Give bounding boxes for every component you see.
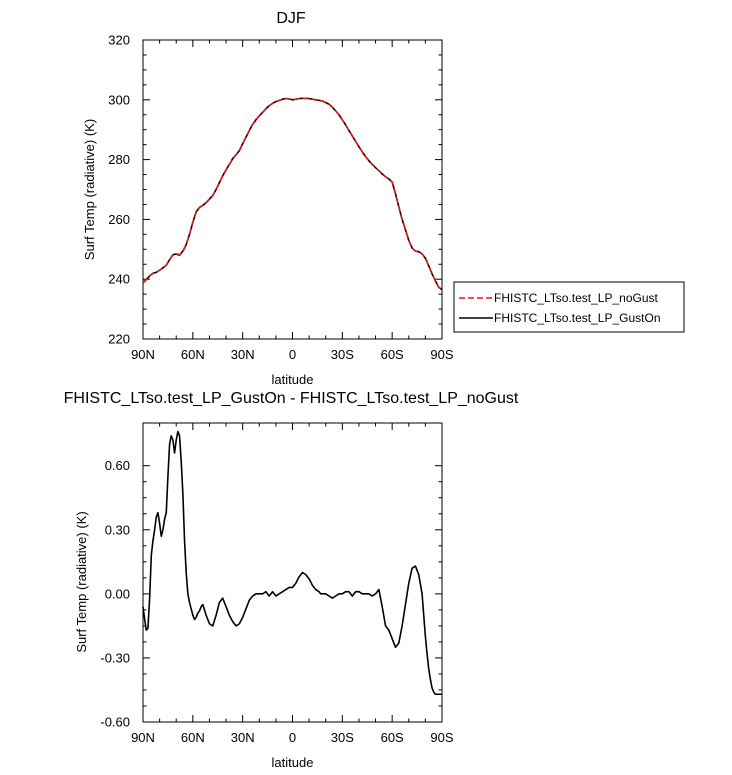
top-y-tick-label: 320: [108, 33, 130, 48]
legend-box: [453, 281, 685, 333]
top-y-tick-label: 300: [108, 92, 130, 107]
series-line-guston: [142, 97, 443, 291]
top-y-tick-label: 240: [108, 272, 130, 287]
top-chart-title: DJF: [276, 10, 306, 27]
top-y-axis-label: Surf Temp (radiative) (K): [82, 119, 97, 260]
top-y-tick-label: 280: [108, 152, 130, 167]
top-x-axis-label: latitude: [272, 372, 314, 387]
bottom-chart: FHISTC_LTso.test_LP_GustOn - FHISTC_LTso…: [64, 390, 519, 770]
bottom-x-tick-label: 0: [289, 730, 296, 745]
bottom-chart-title: FHISTC_LTso.test_LP_GustOn - FHISTC_LTso…: [64, 390, 519, 407]
top-x-tick-label: 0: [289, 347, 296, 362]
series-line-nogust: [142, 97, 443, 291]
bottom-plot-frame: [142, 422, 443, 723]
top-x-tick-label: 90S: [430, 347, 453, 362]
top-x-tick-label: 60S: [381, 347, 404, 362]
bottom-x-tick-label: 60S: [381, 730, 404, 745]
bottom-y-tick-label: -0.30: [100, 650, 130, 665]
bottom-y-tick-label: 0.00: [105, 586, 130, 601]
top-x-tick-label: 60N: [181, 347, 205, 362]
difference-line: [142, 430, 442, 696]
top-y-tick-label: 220: [108, 332, 130, 347]
top-x-tick-label: 30S: [331, 347, 354, 362]
bottom-x-tick-label: 60N: [181, 730, 205, 745]
bottom-y-tick-label: 0.60: [105, 458, 130, 473]
legend-label-nogust: FHISTC_LTso.test_LP_noGust: [494, 291, 659, 305]
top-chart: DJF 90N 60N 30N 0 30S 60S 90S 220 240 260 280 300 32…: [82, 10, 685, 387]
top-x-tick-label: 30N: [231, 347, 255, 362]
bottom-x-tick-label: 90S: [430, 730, 453, 745]
bottom-x-tick-label: 30N: [231, 730, 255, 745]
top-x-tick-label: 90N: [131, 347, 155, 362]
bottom-x-tick-label: 30S: [331, 730, 354, 745]
legend: FHISTC_LTso.test_LP_noGust FHISTC_LTso.t…: [453, 281, 685, 333]
bottom-y-tick-label: -0.60: [100, 715, 130, 730]
top-plot-frame: [142, 39, 443, 340]
bottom-y-axis-label: Surf Temp (radiative) (K): [74, 511, 89, 652]
bottom-x-tick-label: 90N: [131, 730, 155, 745]
bottom-x-axis-label: latitude: [272, 755, 314, 770]
legend-label-guston: FHISTC_LTso.test_LP_GustOn: [494, 311, 661, 325]
bottom-y-tick-label: 0.30: [105, 522, 130, 537]
top-y-tick-label: 260: [108, 212, 130, 227]
